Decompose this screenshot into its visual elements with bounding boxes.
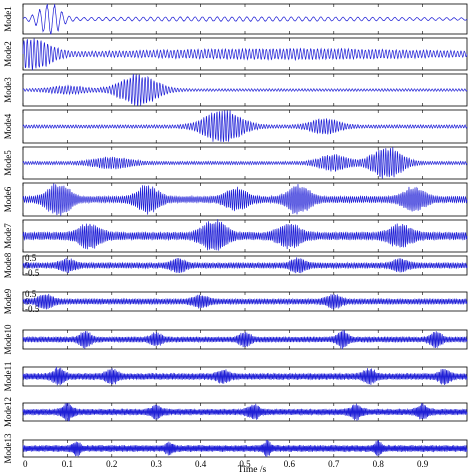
xtick-label: 0.5 [239,459,251,469]
series-line-mode9 [22,293,468,310]
series-line-mode5 [22,147,468,179]
panel-mode7: Mode7 [3,219,468,253]
ylabel-mode4: Mode4 [3,113,13,139]
series-line-mode4 [22,110,468,142]
series-line-mode7 [22,219,468,251]
xtick-label: 0.3 [151,459,163,469]
ytick-label: 0.5 [25,253,37,263]
ylabel-mode8: Mode8 [3,252,13,278]
panel-mode4: Mode4 [3,109,468,144]
ylabel-mode13: Mode13 [3,433,13,463]
panel-mode9: Mode9 0.50-0.5 [3,288,468,314]
panel-mode12: Mode12 [3,397,468,427]
xtick-label: 0.4 [195,459,207,469]
xtick-label: 0.9 [417,459,429,469]
ytick-label: -0.5 [25,304,40,314]
ylabel-mode10: Mode10 [3,324,13,354]
ytick-label: 0.5 [25,289,37,299]
series-line-mode8 [22,257,468,274]
xtick-label: 0 [23,459,28,469]
x-axis-label: Time /s [238,465,267,475]
ylabel-mode1: Mode1 [3,6,13,32]
series-line-mode12 [22,403,468,422]
ylabel-mode11: Mode11 [3,362,13,392]
ylabel-mode9: Mode9 [3,288,13,314]
series-line-mode2 [22,38,468,71]
panel-mode5: Mode5 [3,146,468,180]
panel-mode13: Mode13 [3,433,468,464]
series-line-mode10 [22,329,468,350]
xtick-label: 0.8 [373,459,385,469]
panels-group: Mode1 Mode2 Mode3 Mode4 Mode5 Mode6 Mode7 Mode8… [3,3,468,464]
ylabel-mode3: Mode3 [3,77,13,103]
panel-mode8: Mode8 0.50-0.5 [3,252,468,278]
ylabel-mode5: Mode5 [3,150,13,176]
ylabel-mode7: Mode7 [3,223,13,249]
xtick-label: 0.7 [328,459,340,469]
ytick-label: -0.5 [25,268,40,278]
x-axis: 0 0.1 0.2 0.3 0.4 0.5 0.6 0.7 0.8 0.9 [23,459,429,469]
ylabel-mode6: Mode6 [3,186,13,212]
series-line-mode6 [22,183,468,216]
panel-mode11: Mode11 [3,362,468,392]
series-line-mode13 [22,439,468,458]
xtick-label: 0.6 [284,459,296,469]
xtick-label: 0.1 [62,459,73,469]
panel-mode1: Mode1 [3,3,468,35]
panel-mode10: Mode10 [3,324,468,355]
ylabel-mode12: Mode12 [3,397,13,427]
xtick-label: 0.2 [106,459,117,469]
series-line-mode11 [22,366,468,386]
series-line-mode1 [22,3,468,35]
panel-mode3: Mode3 [3,73,468,107]
panel-mode6: Mode6 [3,182,468,217]
series-line-mode3 [22,73,468,107]
ylabel-mode2: Mode2 [3,41,13,67]
panel-mode2: Mode2 [3,37,468,71]
